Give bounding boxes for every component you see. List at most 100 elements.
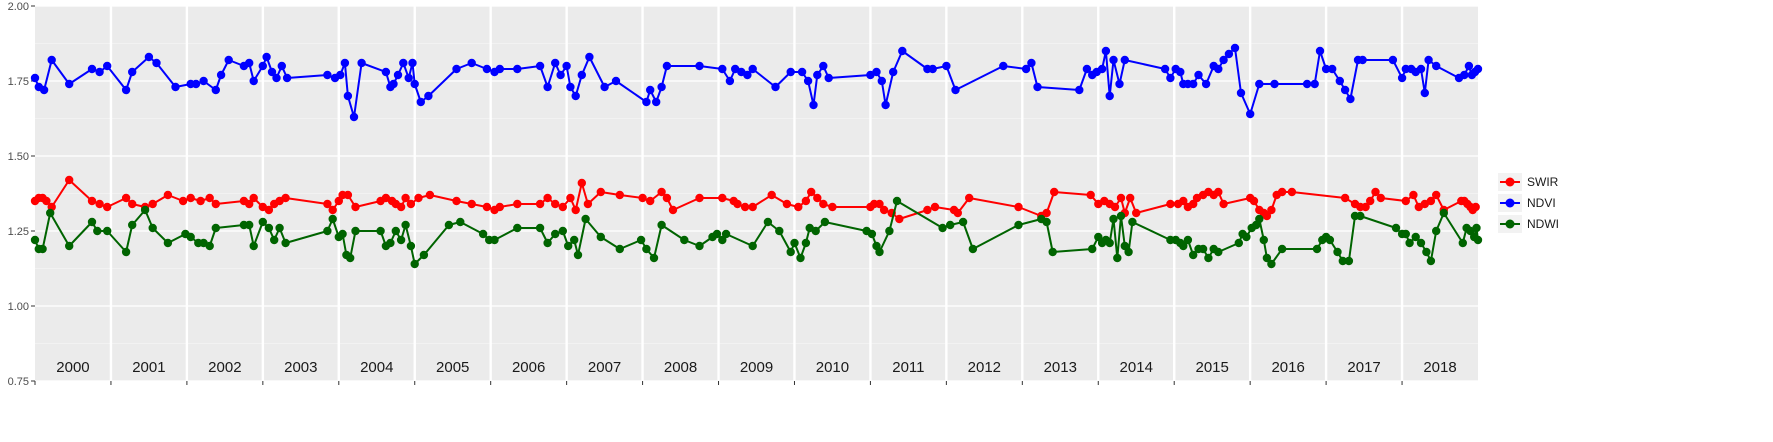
ndvi-point <box>797 67 807 77</box>
minor-gridlines <box>35 43 1478 344</box>
swir-point <box>543 193 552 203</box>
y-tick-label: 0.75 <box>8 376 29 388</box>
ndvi-point <box>786 67 795 77</box>
ndwi-point <box>1094 232 1103 242</box>
swir-point <box>1277 187 1287 197</box>
swir-point <box>1361 202 1370 212</box>
ndwi-point <box>958 217 968 227</box>
ndvi-point <box>272 73 281 83</box>
ndvi-point <box>824 73 833 83</box>
swir-point <box>281 193 290 203</box>
ndvi-point <box>340 58 350 68</box>
year-label: 2008 <box>664 359 697 376</box>
year-label: 2017 <box>1347 359 1380 376</box>
ndvi-point <box>495 64 504 74</box>
ndwi-point <box>1432 226 1441 236</box>
ndvi-point <box>1166 73 1175 83</box>
ndvi-point <box>1115 79 1124 89</box>
ndvi-point <box>87 64 97 74</box>
ndvi-point <box>249 76 258 86</box>
ndwi-point <box>1391 223 1401 233</box>
ndwi-point <box>1473 235 1483 245</box>
ndwi-point <box>264 223 274 233</box>
swir-point <box>879 205 889 215</box>
ndwi-point <box>1344 256 1354 266</box>
y-axis: 0.75 1.00 1.25 1.50 1.75 2.00 <box>8 1 35 388</box>
ndvi-point <box>1189 79 1198 89</box>
year-label: 2001 <box>132 359 165 376</box>
swir-point <box>103 202 112 212</box>
ndwi-point <box>718 235 727 245</box>
swir-point <box>1340 193 1350 203</box>
ndvi-point <box>551 58 560 68</box>
ndwi-point <box>1458 238 1468 248</box>
swir-point <box>657 187 666 197</box>
ndwi-point <box>535 223 545 233</box>
ndwi-point <box>1088 244 1097 254</box>
ndvi-point <box>1460 70 1469 80</box>
ndwi-point <box>786 247 795 257</box>
ndwi-point <box>1416 238 1426 248</box>
ndvi-point <box>1075 85 1084 95</box>
ndvi-point <box>662 61 672 71</box>
swir-point <box>95 199 104 209</box>
ndwi-point <box>281 238 290 248</box>
ndwi-point <box>695 241 704 251</box>
ndvi-point <box>1432 61 1441 71</box>
ndwi-point <box>346 253 355 263</box>
ndwi-point <box>401 220 410 230</box>
ndvi-point <box>1358 55 1367 65</box>
ndwi-point <box>1312 244 1322 254</box>
swir-point <box>121 193 131 203</box>
y-tick-label: 1.00 <box>8 301 29 313</box>
swir-point <box>1366 196 1375 206</box>
swir-point <box>583 199 593 209</box>
ndwi-point <box>93 226 102 236</box>
swir-point <box>328 205 337 215</box>
ndwi-point <box>1189 250 1198 260</box>
ndvi-point <box>942 61 951 71</box>
year-label: 2007 <box>588 359 621 376</box>
ndvi-point <box>695 61 704 71</box>
ndvi-point <box>199 76 208 86</box>
ndwi-point <box>680 235 689 245</box>
swir-point <box>1189 199 1198 209</box>
ndvi-point <box>121 85 131 95</box>
swir-point <box>801 196 811 206</box>
ndvi-point <box>1219 55 1228 65</box>
ndwi-point <box>211 223 220 233</box>
ndwi-point <box>1338 256 1348 266</box>
ndvi-point <box>191 79 201 89</box>
ndwi-point <box>570 235 579 245</box>
swir-point <box>571 205 580 215</box>
swir-point <box>1050 187 1059 197</box>
ndwi-point <box>1042 217 1051 227</box>
ndvi-point <box>771 82 780 92</box>
ndwi-point <box>1472 223 1481 233</box>
ndwi-point <box>885 226 894 236</box>
ndwi-point <box>1262 253 1272 263</box>
ndvi-point <box>381 67 391 77</box>
ndvi-point <box>393 70 403 80</box>
ndvi-point <box>743 70 752 80</box>
ndvi-point <box>1194 70 1203 80</box>
ndvi-point <box>144 52 154 62</box>
ndwi-point <box>205 241 214 251</box>
ndwi-point <box>543 238 552 248</box>
ndvi-legend-marker <box>1505 198 1515 208</box>
year-label: 2016 <box>1271 359 1304 376</box>
ndvi-point <box>1120 55 1130 65</box>
ndwi-point <box>811 226 820 236</box>
swir-point <box>615 190 624 200</box>
swir-point <box>1166 199 1175 209</box>
ndwi-point <box>65 241 74 251</box>
year-label: 2013 <box>1044 359 1077 376</box>
ndvi-point <box>1397 73 1407 83</box>
ndvi-point <box>1033 82 1042 92</box>
ndvi-point <box>872 67 881 77</box>
ndvi-point <box>611 76 621 86</box>
ndvi-point <box>1473 64 1483 74</box>
year-label: 2002 <box>208 359 241 376</box>
swir-point <box>351 202 360 212</box>
